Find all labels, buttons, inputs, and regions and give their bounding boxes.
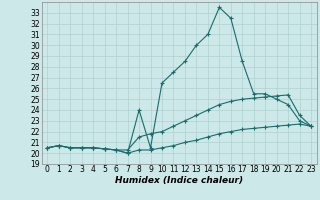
X-axis label: Humidex (Indice chaleur): Humidex (Indice chaleur)	[115, 176, 243, 185]
